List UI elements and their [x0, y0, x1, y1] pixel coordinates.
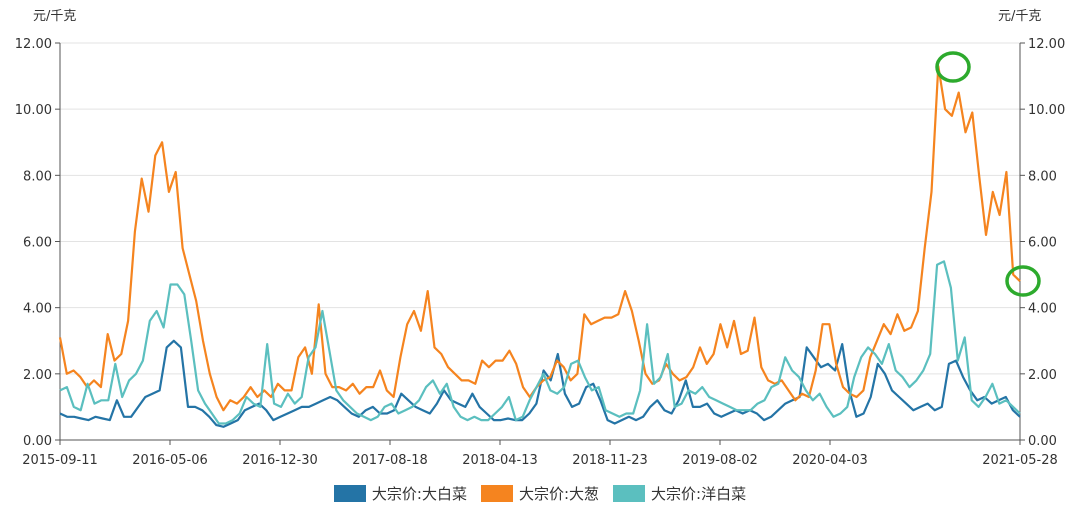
annotation-circles — [935, 51, 1041, 297]
y-tick-left: 2.00 — [23, 368, 52, 383]
legend-label: 大宗价:大葱 — [518, 485, 600, 503]
highlight-circle — [1005, 265, 1041, 297]
x-tick-label: 2016-12-30 — [242, 453, 318, 468]
y-tick-left: 10.00 — [15, 103, 52, 118]
y-tick-right: 4.00 — [1028, 302, 1057, 317]
y-tick-right: 10.00 — [1028, 103, 1065, 118]
y-tick-left: 12.00 — [15, 37, 52, 52]
y-tick-left: 0.00 — [23, 434, 52, 449]
y-tick-right: 12.00 — [1028, 37, 1065, 52]
legend: 大宗价:大白菜 大宗价:大葱 大宗价:洋白菜 — [0, 483, 1080, 504]
y-tick-right: 6.00 — [1028, 236, 1057, 251]
series-lines — [58, 65, 1021, 428]
left-unit-label: 元/千克 — [33, 9, 76, 24]
x-tick-label: 2020-04-03 — [792, 453, 868, 468]
y-tick-right: 0.00 — [1028, 434, 1057, 449]
x-tick-label: 2018-11-23 — [572, 453, 648, 468]
legend-item-dacong[interactable]: 大宗价:大葱 — [480, 483, 600, 504]
x-tick-label: 2018-04-13 — [462, 453, 538, 468]
x-tick-label: 2016-05-06 — [132, 453, 208, 468]
y-tick-right: 2.00 — [1028, 368, 1057, 383]
x-tick-label: 2017-08-18 — [352, 453, 428, 468]
legend-item-dabaicai[interactable]: 大宗价:大白菜 — [333, 483, 467, 504]
legend-swatch — [333, 485, 366, 502]
legend-label: 大宗价:大白菜 — [371, 485, 467, 503]
legend-label: 大宗价:洋白菜 — [651, 485, 747, 503]
series-line-1 — [58, 65, 1021, 412]
series-line-2 — [59, 260, 1021, 425]
axes: 0.00 0.00 2.00 2.00 4.00 4.00 6.00 6.00 8.00 8.00… — [15, 37, 1065, 468]
y-tick-left: 8.00 — [23, 169, 52, 184]
right-unit-label: 元/千克 — [998, 9, 1041, 24]
series-line-0 — [59, 339, 1021, 428]
legend-item-yangbaicai[interactable]: 大宗价:洋白菜 — [613, 483, 746, 504]
y-tick-right: 8.00 — [1028, 169, 1057, 184]
x-tick-label: 2015-09-11 — [22, 453, 98, 468]
legend-swatch — [480, 485, 513, 502]
highlight-circle — [935, 51, 971, 83]
grid-lines — [60, 42, 1020, 375]
y-tick-left: 6.00 — [23, 236, 52, 251]
legend-swatch — [613, 485, 646, 502]
y-tick-left: 4.00 — [23, 302, 52, 317]
x-tick-label: 2019-08-02 — [682, 453, 758, 468]
x-tick-label: 2021-05-28 — [982, 453, 1058, 468]
